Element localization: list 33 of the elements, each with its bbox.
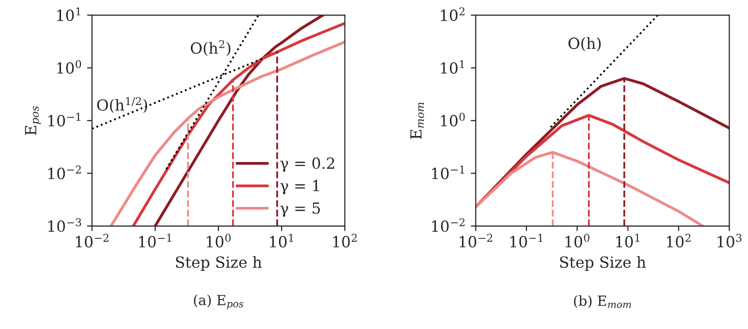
y-tick-label: 10$^{0}$ [440,112,465,126]
legend-label: γ = 1 [280,180,319,194]
legend-label: γ = 5 [280,202,320,217]
x-tick-label: 10$^{0}$ [206,234,231,248]
annotation: O(h$^{2}$) [190,40,230,56]
x-tick-label: 10$^{−2}$ [460,234,492,248]
x-tick-label: 10$^{−1}$ [139,234,172,248]
y-tick-label: 10$^{−2}$ [432,218,465,232]
y-tick-label: 10$^{−2}$ [48,166,81,180]
y-tick-label: 10$^{0}$ [57,60,82,74]
x-tick-label: 10$^{−2}$ [76,234,108,248]
x-tick-label: 10$^{2}$ [667,234,690,248]
x-tick-label: 10$^{1}$ [270,234,294,248]
y-tick-label: 10$^{1}$ [440,60,464,74]
y-tick-label: 10$^{2}$ [440,7,464,22]
x-axis-title: Step Size h [560,256,646,271]
y-tick-label: 10$^{−1}$ [48,112,80,126]
text: (a) E$_{pos}$ [194,294,244,310]
x-tick-label: 10$^{1}$ [616,234,640,248]
y-axis-title: E$_{mom}$ [410,102,424,139]
y-axis-title: E$_{pos}$ [25,106,41,136]
annotation: O(h) [568,37,601,52]
x-tick-label: 10$^{2}$ [333,234,357,248]
x-tick-label: 10$^{−1}$ [510,234,542,248]
x-tick-label: 10$^{3}$ [718,234,742,248]
text: (b) E$_{mom}$ [574,295,631,308]
y-tick-label: 10$^{1}$ [57,7,80,22]
x-axis-title: Step Size h [176,256,262,271]
x-tick-label: 10$^{0}$ [566,234,590,248]
y-tick-label: 10$^{−3}$ [48,218,82,232]
y-tick-label: 10$^{−1}$ [432,166,464,180]
annotation: O(h$^{1/2}$) [97,97,148,113]
legend-label: γ = 0.2 [280,157,334,172]
